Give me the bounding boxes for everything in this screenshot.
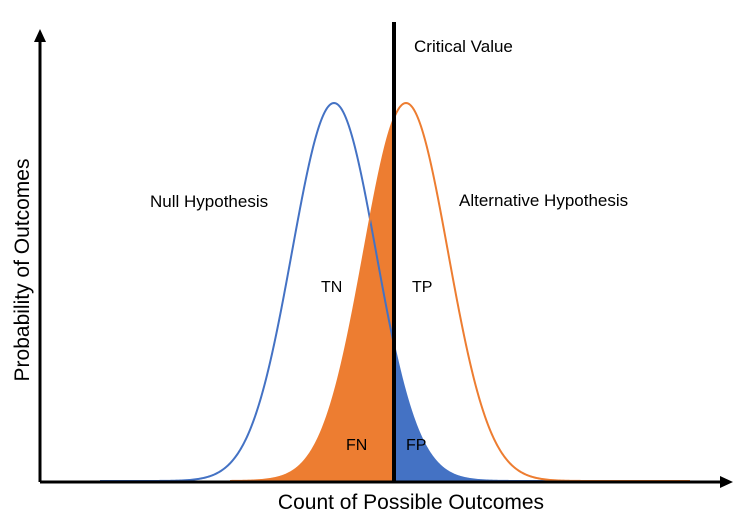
y-axis-arrow-icon [34,29,46,42]
tn-label: TN [321,279,342,296]
fp-label: FP [406,437,426,454]
alternative-hypothesis-label: Alternative Hypothesis [459,191,628,210]
x-axis-label: Count of Possible Outcomes [278,491,544,514]
y-axis [34,29,46,482]
x-axis-arrow-icon [720,476,733,488]
fn-label: FN [346,437,367,454]
null-hypothesis-label: Null Hypothesis [150,192,268,211]
x-axis [40,476,733,488]
tp-label: TP [412,279,432,296]
y-axis-label: Probability of Outcomes [11,159,34,382]
fn-region [226,118,394,482]
critical-value-label: Critical Value [414,37,513,56]
fp-region [394,344,524,481]
alternative-hypothesis-curve [230,101,690,482]
